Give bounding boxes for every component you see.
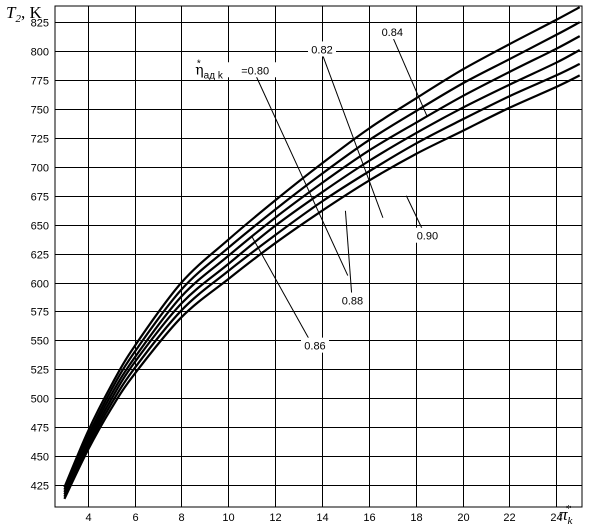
leader-line-0-80 [254,74,349,276]
y-tick-label: 600 [31,279,49,291]
y-tick-label: 450 [31,452,49,464]
y-tick-label: 625 [31,250,49,262]
curve-label-0-82: 0.82 [311,44,332,56]
x-tick-label: 24 [550,512,562,524]
y-tick-label: 700 [31,163,49,175]
x-tick-label: 20 [457,512,469,524]
y-tick-label: 825 [31,18,49,30]
y-tick-label: 775 [31,76,49,88]
series-line-0-80 [63,6,581,488]
x-tick-label: 4 [85,512,91,524]
x-tick-label: 18 [410,512,422,524]
curve-label-0-86: 0.86 [304,341,325,353]
eta-label: ηад k*=0.80 [195,58,269,81]
y-tick-label: 425 [31,481,49,493]
x-tick-label: 14 [316,512,328,524]
series-line-0-88 [63,62,581,498]
curve-label-0-88: 0.88 [342,296,363,308]
chart-grid [54,5,583,508]
curve-label-0-84: 0.84 [382,27,403,39]
chart-series [63,6,581,500]
series-line-0-86 [63,49,581,495]
leader-line-0-86 [251,236,316,350]
y-tick-label: 550 [31,336,49,348]
y-tick-label: 675 [31,192,49,204]
label-backdrop [195,62,282,78]
label-backdrop [308,41,337,57]
x-axis-ticks: 4 6 8 10 12 14 16 18 20 22 24 [85,512,562,524]
x-tick-label: 16 [363,512,375,524]
y-tick-label: 750 [31,105,49,117]
x-tick-label: 6 [132,512,138,524]
y-tick-label: 525 [31,365,49,377]
x-tick-label: 8 [178,512,184,524]
label-backdrop [413,227,442,243]
series-line-0-90 [63,74,581,500]
series-line-0-82 [63,21,581,491]
y-tick-label: 475 [31,423,49,435]
y-axis-title: T2, K [6,3,42,25]
series-line-0-84 [63,35,581,493]
curve-annotations: ηад k*=0.80 0.82 0.84 0.86 0.88 0.90 [195,24,442,353]
leader-line-0-82 [321,53,384,218]
y-tick-label: 800 [31,47,49,59]
leader-line-0-84 [391,35,428,118]
label-backdrop [338,292,367,308]
plot-frame [54,5,583,508]
x-axis-title: πk* [559,503,574,527]
leader-line-0-88 [344,210,353,305]
x-tick-label: 10 [222,512,234,524]
label-backdrop [378,24,407,40]
y-tick-label: 725 [31,134,49,146]
label-backdrop [300,337,329,353]
x-tick-label: 22 [503,512,515,524]
y-tick-label: 575 [31,307,49,319]
x-tick-label: 12 [269,512,281,524]
y-axis-ticks: 425 450 475 500 525 550 575 600 625 650 675 700 725 7… [31,18,49,493]
y-tick-label: 650 [31,221,49,233]
curve-label-0-90: 0.90 [417,231,438,243]
y-tick-label: 500 [31,394,49,406]
